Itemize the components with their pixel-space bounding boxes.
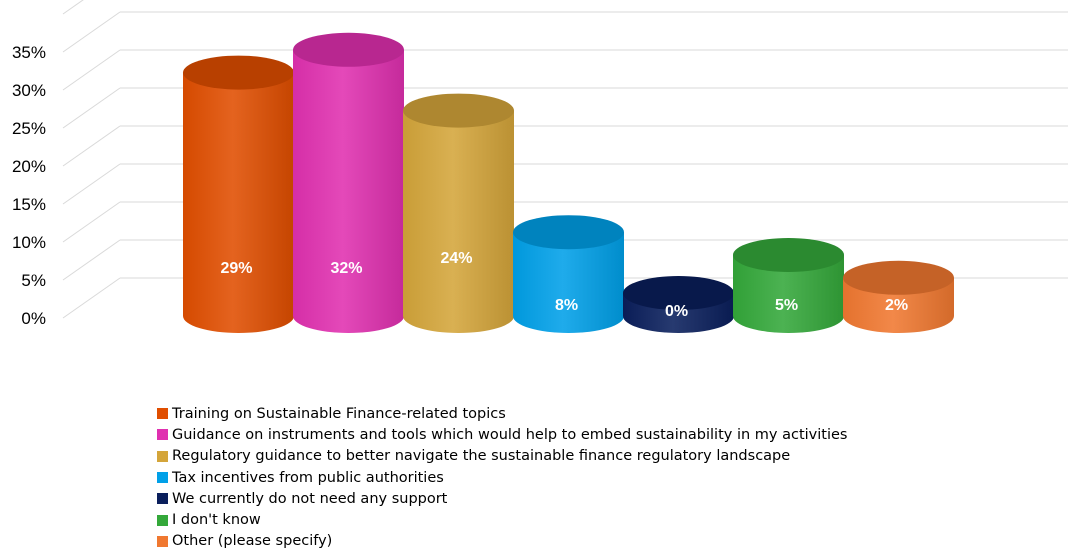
data-label: 32% bbox=[330, 260, 362, 277]
data-label: 24% bbox=[440, 250, 472, 267]
data-label: 5% bbox=[775, 297, 798, 314]
legend-item: Tax incentives from public authorities bbox=[157, 467, 1057, 488]
data-label: 29% bbox=[220, 260, 252, 277]
bar bbox=[733, 238, 844, 333]
bars bbox=[183, 32, 954, 334]
bar bbox=[293, 32, 404, 334]
y-tick-label: 35% bbox=[12, 43, 46, 62]
legend-swatch bbox=[157, 429, 168, 441]
y-tick-label: 30% bbox=[12, 81, 46, 100]
legend-label: We currently do not need any support bbox=[172, 490, 448, 507]
legend-label: Guidance on instruments and tools which … bbox=[172, 426, 848, 443]
bar-chart: 0% 5% 10% 15% 20% 25% 30% 35% 29% 32% 24% 8% 0% 5% 2% bbox=[12, 0, 1068, 334]
bar bbox=[183, 55, 294, 333]
gridline bbox=[62, 11, 1068, 53]
y-tick-label: 25% bbox=[12, 119, 46, 138]
legend-item: Other (please specify) bbox=[157, 531, 1057, 552]
y-tick-label: 5% bbox=[21, 271, 46, 290]
legend-swatch bbox=[157, 535, 168, 547]
data-label: 0% bbox=[665, 303, 688, 320]
bar bbox=[403, 93, 514, 333]
bar bbox=[513, 215, 624, 333]
legend-item: Training on Sustainable Finance-related … bbox=[157, 403, 1057, 424]
y-tick-label: 0% bbox=[21, 309, 46, 328]
legend-swatch bbox=[157, 450, 168, 462]
data-label: 8% bbox=[555, 297, 578, 314]
legend: Training on Sustainable Finance-related … bbox=[157, 403, 1057, 552]
legend-item: Guidance on instruments and tools which … bbox=[157, 424, 1057, 445]
bar bbox=[623, 276, 734, 333]
gridline bbox=[62, 0, 84, 15]
legend-label: Training on Sustainable Finance-related … bbox=[172, 405, 506, 422]
y-tick-label: 20% bbox=[12, 157, 46, 176]
y-axis-ticks: 0% 5% 10% 15% 20% 25% 30% 35% bbox=[12, 43, 46, 328]
legend-label: Tax incentives from public authorities bbox=[172, 469, 444, 486]
legend-item: We currently do not need any support bbox=[157, 488, 1057, 509]
legend-swatch bbox=[157, 514, 168, 526]
y-tick-label: 15% bbox=[12, 195, 46, 214]
gridline bbox=[62, 49, 1068, 91]
legend-swatch bbox=[157, 472, 168, 484]
legend-label: Other (please specify) bbox=[172, 533, 333, 550]
legend-label: I don't know bbox=[172, 512, 261, 529]
data-labels: 29% 32% 24% 8% 0% 5% 2% bbox=[220, 250, 908, 320]
legend-item: I don't know bbox=[157, 509, 1057, 530]
legend-swatch bbox=[157, 493, 168, 505]
bar bbox=[843, 260, 954, 333]
data-label: 2% bbox=[885, 297, 908, 314]
y-tick-label: 10% bbox=[12, 233, 46, 252]
legend-item: Regulatory guidance to better navigate t… bbox=[157, 446, 1057, 467]
legend-label: Regulatory guidance to better navigate t… bbox=[172, 448, 791, 465]
legend-swatch bbox=[157, 408, 168, 420]
